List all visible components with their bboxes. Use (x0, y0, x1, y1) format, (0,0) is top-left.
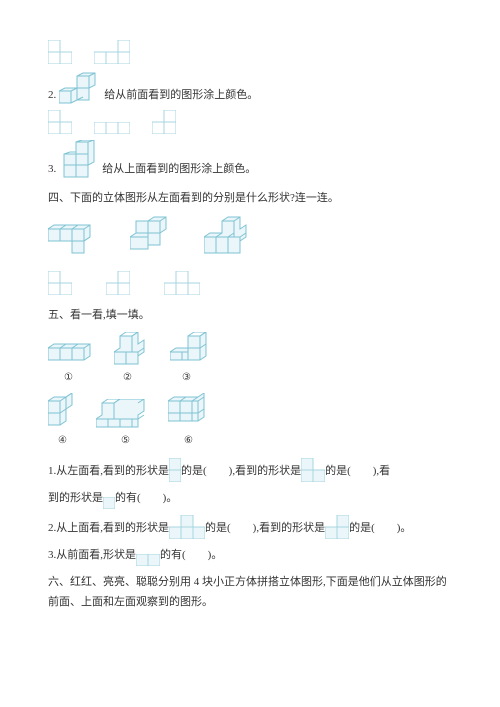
num-1: ① (64, 368, 73, 387)
sec4-solids (48, 215, 452, 255)
q5-3-line: 3.从前面看,形状是 的有( )。 (48, 545, 452, 566)
q2-answer-shapes (48, 110, 452, 134)
t: 的是( ),看到的形状是 (181, 461, 301, 482)
mini (169, 458, 181, 482)
t: 的是( )。 (349, 518, 411, 539)
solid-5-6 (168, 393, 208, 429)
t: 3.从前面看,形状是 (48, 545, 136, 566)
t: 的是( ),看 (325, 461, 390, 482)
q3-text: 给从上面看到的图形涂上颜色。 (102, 159, 256, 180)
solid-5-3 (170, 332, 210, 366)
shape-a (48, 110, 72, 134)
t: 1.从左面看,看到的形状是 (48, 461, 169, 482)
q5-2-line: 2.从上面看,看到的形状是 的是( ),看到的形状是 的是( )。 (48, 515, 452, 539)
t: 的有( )。 (160, 545, 222, 566)
solid-3 (204, 215, 254, 255)
solid-2 (130, 215, 178, 255)
solid-1 (48, 219, 104, 255)
shape-b (94, 122, 130, 134)
top-answer-shapes (48, 40, 452, 64)
q3-num: 3. (48, 159, 56, 180)
sec4-title: 四、下面的立体图形从左面看到的分别是什么形状?连一连。 (48, 188, 452, 209)
shape-2col (48, 40, 72, 64)
q3-line: 3. 给从上面看到的图形涂上颜色。 (48, 140, 452, 180)
q5-1-line1: 1.从左面看,看到的形状是 的是( ),看到的形状是 的是( ),看 (48, 458, 452, 482)
num-2: ② (123, 368, 132, 387)
q2-solid (59, 70, 101, 106)
shape-3row (94, 40, 130, 64)
q2-num: 2. (48, 85, 56, 106)
q2-text: 给从前面看到的图形涂上颜色。 (104, 85, 258, 106)
num-5: ⑤ (121, 431, 130, 450)
t: 到的形状是 (48, 488, 103, 509)
num-3: ③ (182, 368, 191, 387)
mini (325, 515, 349, 539)
sec5-solids-row1 (48, 332, 452, 366)
mini (301, 458, 325, 482)
solid-5-4 (48, 393, 82, 429)
q3-solid (59, 140, 99, 180)
t: 的是( ),看到的形状是 (205, 518, 325, 539)
t: 的有( )。 (115, 488, 177, 509)
mini (169, 515, 205, 539)
q2-line: 2. 给从前面看到的图形涂上颜色。 (48, 70, 452, 106)
sec5-title: 五、看一看,填一填。 (48, 305, 452, 326)
solid-5-2 (114, 332, 152, 366)
num-6: ⑥ (184, 431, 193, 450)
sec4-shapes (48, 271, 452, 295)
solid-5-5 (96, 399, 154, 429)
num-4: ④ (58, 431, 67, 450)
s4-shape2 (106, 271, 130, 295)
mini (103, 497, 115, 509)
s4-shape3 (164, 271, 200, 295)
solid-5-1 (48, 340, 96, 366)
s4-shape1 (48, 271, 72, 295)
shape-c (152, 110, 176, 134)
t: 2.从上面看,看到的形状是 (48, 518, 169, 539)
sec5-nums-row1: ① ② ③ (48, 368, 452, 387)
sec5-nums-row2: ④ ⑤ ⑥ (48, 431, 452, 450)
sec5-solids-row2 (48, 393, 452, 429)
q5-1-line2: 到的形状是 的有( )。 (48, 488, 452, 509)
sec6-title: 六、红红、亮亮、聪聪分别用 4 块小正方体拼搭立体图形,下面是他们从立体图形的前… (48, 572, 452, 614)
mini (136, 554, 160, 566)
